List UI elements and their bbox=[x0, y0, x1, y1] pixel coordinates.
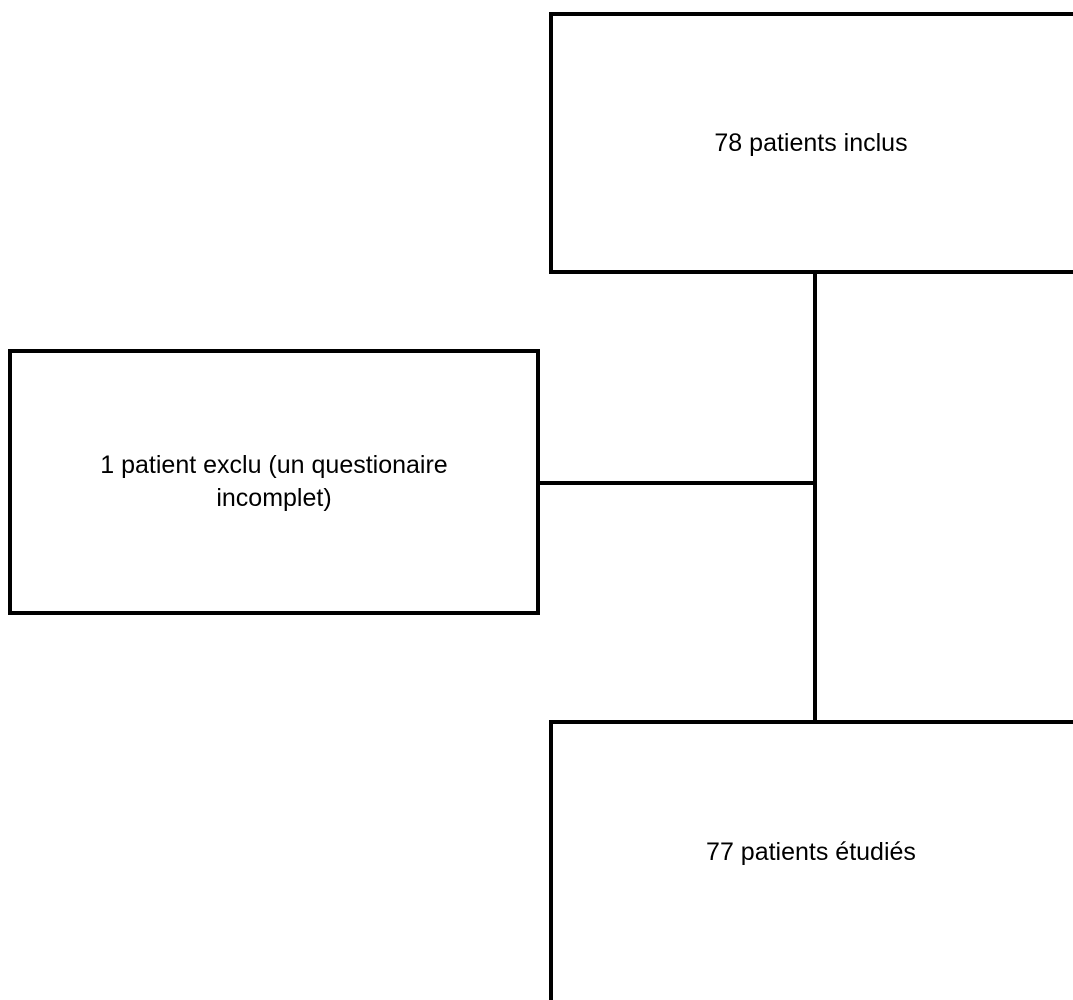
excluded-patients-box: 1 patient exclu (un questionaire incompl… bbox=[8, 349, 540, 615]
studied-patients-box: 77 patients étudiés bbox=[549, 720, 1073, 1000]
included-patients-label: 78 patients inclus bbox=[714, 128, 908, 157]
included-patients-box: 78 patients inclus bbox=[549, 12, 1073, 274]
excluded-patients-label: 1 patient exclu (un questionaire incompl… bbox=[100, 451, 448, 512]
studied-patients-label: 77 patients étudiés bbox=[706, 837, 916, 866]
